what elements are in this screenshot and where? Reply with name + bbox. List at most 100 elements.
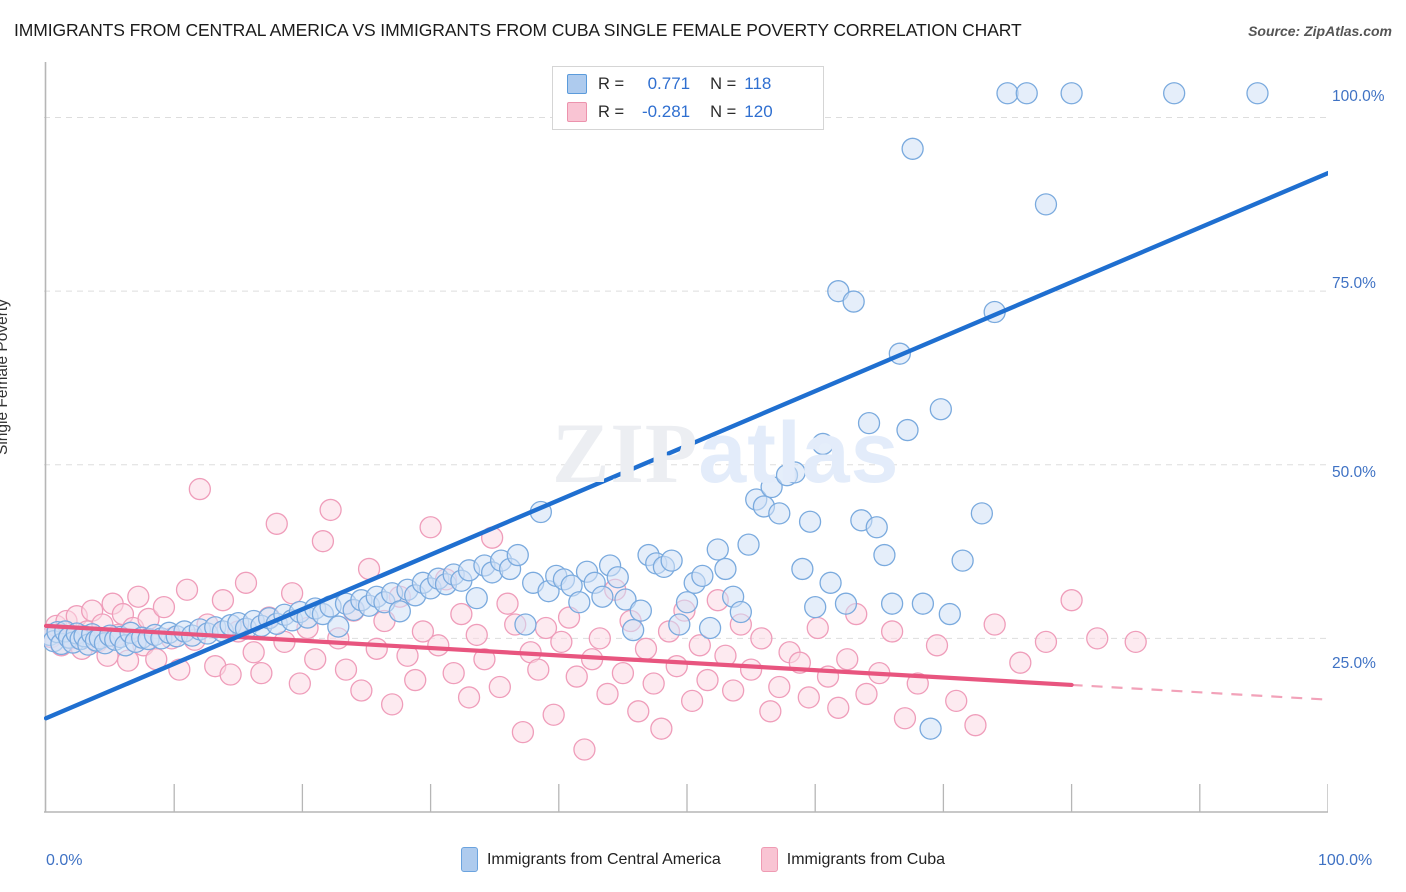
data-point <box>945 689 968 713</box>
data-point <box>642 672 665 695</box>
data-point <box>783 461 806 484</box>
data-point <box>855 682 878 706</box>
data-point <box>680 689 704 713</box>
data-point <box>819 571 842 594</box>
data-point <box>688 634 711 657</box>
stats-n-value-blue: 118 <box>744 74 772 93</box>
series-legend: Immigrants from Central America Immigran… <box>0 847 1406 872</box>
x-axis-min-label: 0.0% <box>46 852 83 869</box>
data-point <box>827 696 850 719</box>
data-point <box>951 549 974 572</box>
data-point <box>964 714 987 737</box>
data-point <box>465 623 488 647</box>
stats-n-value-pink: 120 <box>744 102 773 121</box>
data-point <box>334 658 358 681</box>
data-point <box>152 595 176 619</box>
data-point <box>1060 589 1083 612</box>
data-point <box>714 557 737 581</box>
data-point <box>488 675 511 699</box>
data-point <box>919 717 942 740</box>
data-point <box>288 672 311 695</box>
data-point <box>591 585 614 608</box>
legend-entry-cuba[interactable]: Immigrants from Cuba <box>760 847 945 872</box>
data-point <box>242 641 265 664</box>
data-point <box>514 613 537 636</box>
stats-n-label-blue: N = <box>710 74 737 93</box>
data-point <box>1009 651 1032 674</box>
data-point <box>650 717 673 740</box>
data-point <box>511 720 535 744</box>
data-point <box>797 686 820 709</box>
plot-svg <box>44 62 1328 813</box>
data-point <box>1034 193 1058 216</box>
source-label: Source: ZipAtlas.com <box>1248 23 1392 39</box>
data-point <box>1034 630 1058 654</box>
scatter-plot-area <box>44 62 1328 830</box>
data-point <box>496 592 519 615</box>
data-point <box>442 661 465 685</box>
data-point <box>527 658 550 681</box>
data-point <box>542 703 565 726</box>
data-point <box>588 627 611 650</box>
data-point <box>127 585 150 608</box>
data-point <box>450 602 473 626</box>
data-point <box>806 616 829 640</box>
legend-swatch-pink-icon <box>760 847 778 872</box>
data-point <box>996 82 1019 105</box>
data-point <box>506 543 529 567</box>
data-point <box>665 655 688 678</box>
data-point <box>911 592 935 615</box>
data-point <box>750 627 773 650</box>
data-point <box>827 280 850 303</box>
data-point <box>706 538 729 561</box>
stats-r-label-blue: R = <box>598 74 625 93</box>
y-axis-title: Single Female Poverty <box>0 299 11 455</box>
data-point <box>250 661 273 685</box>
data-point <box>573 738 596 761</box>
stats-swatch-blue <box>567 74 587 94</box>
data-point <box>737 533 760 556</box>
legend-label-central-america: Immigrants from Central America <box>486 850 721 868</box>
stats-r-label-pink: R = <box>598 102 625 121</box>
data-point <box>311 530 335 553</box>
data-point <box>380 693 404 716</box>
data-point <box>550 630 573 654</box>
data-point <box>622 618 645 642</box>
data-point <box>457 686 481 709</box>
data-point <box>319 498 342 522</box>
data-point <box>722 679 745 702</box>
legend-entry-central-america[interactable]: Immigrants from Central America <box>460 847 721 872</box>
data-point <box>404 668 427 692</box>
data-point <box>265 512 288 535</box>
data-point <box>873 543 896 567</box>
data-point <box>865 516 888 539</box>
trendline-cuba <box>44 623 1074 688</box>
data-point <box>836 648 859 671</box>
data-point <box>627 700 650 723</box>
stats-r-value-blue: 0.771 <box>647 74 691 93</box>
y-tick-label-50: 50.0% <box>1332 464 1376 481</box>
data-point <box>791 557 814 581</box>
data-point <box>350 679 373 702</box>
data-point <box>280 582 304 605</box>
data-point <box>768 675 791 699</box>
data-point <box>811 432 835 456</box>
data-point <box>970 502 994 525</box>
data-point <box>234 571 258 594</box>
data-point <box>768 502 791 525</box>
data-point <box>175 578 199 601</box>
data-point <box>427 634 450 657</box>
data-point <box>983 613 1006 636</box>
data-point <box>606 566 629 589</box>
data-point <box>739 658 763 681</box>
data-point <box>1124 630 1147 654</box>
data-point <box>842 290 865 313</box>
stats-row-cuba: R = -0.281 N = 120 <box>567 98 823 126</box>
legend-swatch-blue-icon <box>460 847 478 872</box>
data-point <box>629 599 652 622</box>
data-point <box>419 516 442 539</box>
correlation-stats-box: R = 0.771 N = 118 R = -0.281 N = 120 <box>552 66 824 130</box>
data-point <box>1060 82 1083 105</box>
x-axis-max-label: 100.0% <box>1318 852 1373 869</box>
data-point <box>568 591 591 614</box>
